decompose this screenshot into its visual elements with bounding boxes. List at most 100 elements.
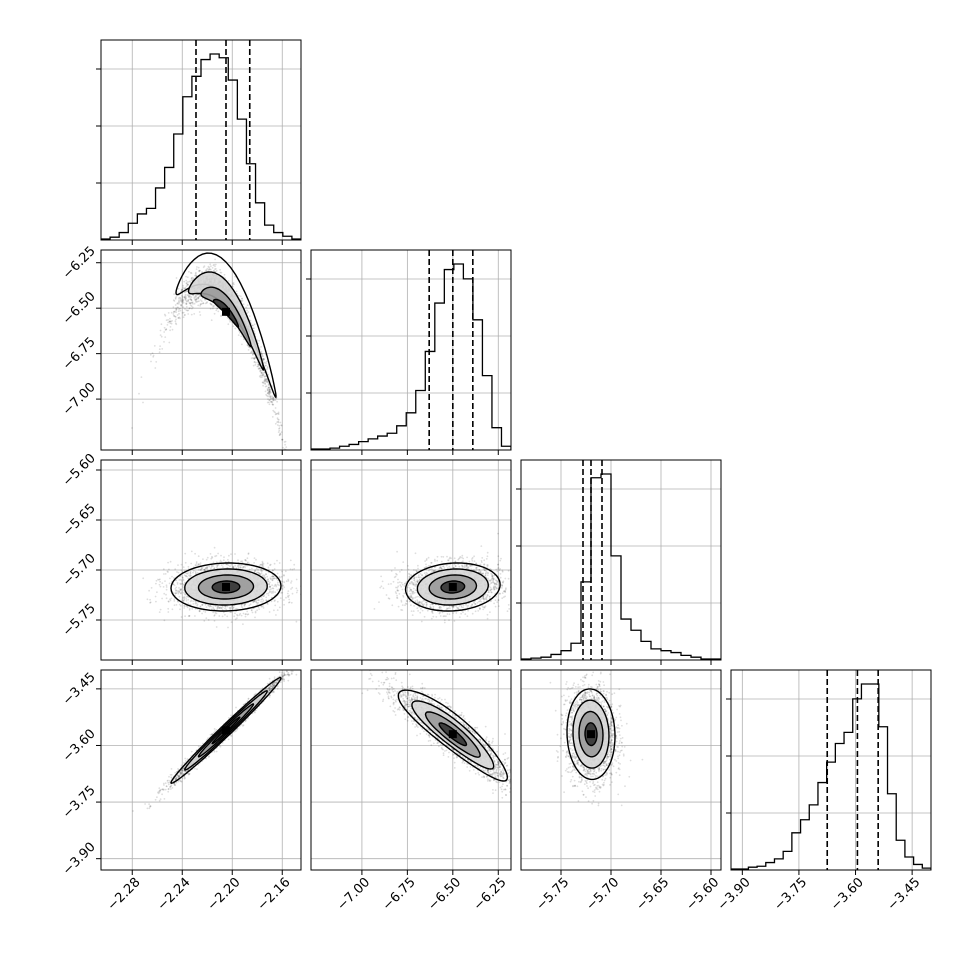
sample-point xyxy=(149,353,152,356)
sample-point xyxy=(290,582,292,584)
sample-point xyxy=(197,296,200,299)
panel-frame xyxy=(100,459,302,661)
sample-point xyxy=(168,320,171,323)
sample-point xyxy=(275,584,277,587)
sample-point xyxy=(256,609,258,612)
sample-point xyxy=(180,616,183,618)
sample-point xyxy=(204,302,207,305)
sample-point xyxy=(231,605,234,608)
sample-point xyxy=(253,323,256,326)
sample-point xyxy=(232,566,234,568)
sample-point xyxy=(254,610,257,613)
sample-point xyxy=(205,606,208,608)
sample-point xyxy=(172,583,175,585)
sample-point xyxy=(199,304,202,307)
sample-point xyxy=(189,572,192,575)
sample-point xyxy=(185,306,188,308)
sample-point xyxy=(179,578,182,581)
sample-point xyxy=(176,306,179,309)
sample-point xyxy=(278,427,280,430)
sample-point xyxy=(271,401,274,404)
sample-point xyxy=(217,564,220,566)
sample-point xyxy=(187,309,190,312)
sample-point xyxy=(272,569,274,572)
sample-point xyxy=(257,365,259,368)
sample-point xyxy=(179,298,182,301)
sample-point xyxy=(182,299,185,302)
sample-point xyxy=(150,587,153,589)
sample-point xyxy=(174,592,177,595)
sample-point xyxy=(176,583,179,585)
sample-point xyxy=(169,326,172,328)
sample-point xyxy=(176,302,179,305)
sample-point xyxy=(190,574,192,577)
sample-point xyxy=(175,604,178,606)
sample-point xyxy=(210,303,213,306)
sample-point xyxy=(241,606,244,609)
sample-point xyxy=(282,446,284,449)
sample-point xyxy=(232,325,235,328)
sample-point xyxy=(260,563,262,566)
sample-point xyxy=(179,317,181,320)
sample-point xyxy=(207,619,210,621)
sample-point xyxy=(261,560,264,563)
sample-point xyxy=(198,270,201,273)
sample-point xyxy=(159,329,162,332)
sample-point xyxy=(192,277,195,280)
sample-point xyxy=(220,554,222,557)
sample-point xyxy=(209,263,212,266)
sample-point xyxy=(187,298,190,301)
sample-point xyxy=(199,299,202,301)
sample-point xyxy=(286,592,289,595)
panel-frame xyxy=(100,39,302,241)
sample-point xyxy=(177,306,180,309)
sample-point xyxy=(208,268,210,270)
sample-point xyxy=(261,564,263,566)
sample-point xyxy=(198,296,201,298)
sample-point xyxy=(201,603,204,606)
sample-point xyxy=(266,368,268,371)
sample-point xyxy=(261,353,263,356)
sample-point xyxy=(252,364,255,367)
sample-point xyxy=(181,300,184,303)
sample-point xyxy=(272,399,275,402)
sample-point xyxy=(275,413,278,415)
sample-point xyxy=(194,296,197,299)
sample-point xyxy=(208,605,211,608)
sample-point xyxy=(272,409,275,412)
sample-point xyxy=(201,604,204,606)
sample-point xyxy=(195,564,198,566)
sample-point xyxy=(182,284,185,287)
sample-point xyxy=(177,592,180,595)
sample-point xyxy=(172,314,175,317)
sample-point xyxy=(271,416,274,418)
sample-point xyxy=(267,392,270,394)
sample-point xyxy=(234,612,236,615)
sample-point xyxy=(291,476,293,478)
sample-point xyxy=(263,358,266,361)
sample-point xyxy=(182,301,185,304)
sample-point xyxy=(194,272,197,275)
sample-point xyxy=(189,280,192,283)
sample-point xyxy=(182,566,185,568)
sample-point xyxy=(165,588,168,591)
sample-point xyxy=(222,566,224,568)
sample-point xyxy=(269,578,272,581)
sample-point xyxy=(252,324,254,327)
sample-point xyxy=(268,390,271,393)
sample-point xyxy=(159,585,162,588)
sample-point xyxy=(212,307,214,310)
y-tick-label: −5.65 xyxy=(60,501,99,540)
sample-point xyxy=(257,571,260,574)
sample-point xyxy=(277,418,280,421)
sample-point xyxy=(173,315,176,317)
sample-point xyxy=(268,589,271,591)
sample-point xyxy=(184,298,187,301)
sample-point xyxy=(285,451,287,453)
sample-point xyxy=(198,610,201,613)
sample-point xyxy=(175,307,177,309)
sample-point xyxy=(187,300,190,302)
sample-point xyxy=(195,268,198,270)
sample-point xyxy=(161,582,164,584)
sample-point xyxy=(272,587,275,590)
